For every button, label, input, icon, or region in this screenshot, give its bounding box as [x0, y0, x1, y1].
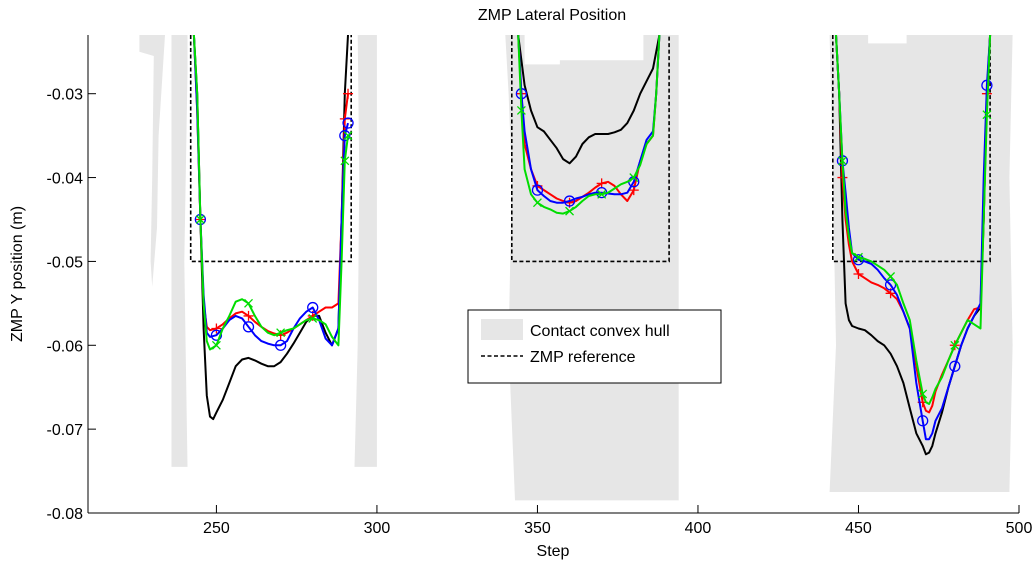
data-point-4-2-14 — [597, 189, 607, 199]
series-layer — [192, 35, 993, 456]
data-point-4-2-19 — [629, 173, 639, 183]
series-x-4 — [192, 35, 992, 405]
y-tick-label-2: -0.06 — [47, 338, 84, 355]
x-tick-label-250: 250 — [203, 520, 230, 537]
x-tick-label-400: 400 — [685, 520, 712, 537]
x-tick-label-500: 500 — [1006, 520, 1033, 537]
data-point-2-3-6 — [853, 269, 864, 279]
chart-title: ZMP Lateral Position — [478, 7, 626, 24]
data-point-4-3-16 — [918, 389, 928, 399]
data-point-4-1-27 — [340, 156, 350, 166]
data-point-3-2-9 — [563, 195, 576, 207]
legend-label-reference: ZMP reference — [530, 349, 636, 366]
zmp-reference-segment-1 — [189, 35, 353, 263]
data-point-4-1-6 — [211, 340, 221, 350]
data-point-3-3-23 — [949, 360, 961, 372]
data-point-4-3-23 — [950, 340, 960, 350]
data-point-3-1-27 — [339, 129, 351, 142]
series-line-2-1 — [192, 35, 349, 337]
data-point-3-3-16 — [917, 415, 929, 427]
data-point-4-1-11 — [244, 298, 253, 308]
series-line-4-3 — [835, 35, 992, 405]
y-axis-label: ZMP Y position (m) — [9, 206, 26, 342]
data-point-4-2-4 — [532, 198, 542, 208]
data-point-4-1-28 — [343, 131, 353, 141]
data-point-2-1-6 — [211, 323, 222, 334]
y-tick-label-1: -0.07 — [47, 422, 84, 439]
data-point-4-2-9 — [565, 206, 575, 216]
data-point-3-1-28 — [342, 117, 354, 129]
data-point-4-2-1 — [516, 106, 526, 115]
zmp-reference-segment-2 — [510, 35, 670, 263]
y-tick-label-5: -0.03 — [47, 87, 84, 104]
data-point-3-3-11 — [884, 279, 897, 291]
data-point-2-1-28 — [343, 88, 354, 99]
hull-layer — [139, 35, 1013, 501]
data-point-3-1-11 — [242, 321, 255, 333]
x-tick-label-300: 300 — [364, 520, 391, 537]
series-line-1-1 — [192, 35, 349, 421]
x-tick-label-450: 450 — [845, 520, 872, 537]
series-line-3-2 — [517, 35, 661, 204]
data-point-4-1-16 — [276, 328, 286, 338]
data-point-4-3-11 — [886, 272, 896, 281]
legend-swatch-hull — [481, 319, 523, 340]
data-point-2-1-11 — [243, 310, 254, 321]
data-point-4-3-2 — [837, 156, 847, 166]
contact-hull-region-3 — [829, 35, 1013, 492]
data-point-3-3-6 — [852, 254, 865, 266]
y-tick-label-4: -0.04 — [47, 171, 84, 188]
contact-hull-region-2 — [505, 35, 679, 501]
data-point-3-2-4 — [531, 184, 544, 196]
x-axis-label: Step — [537, 543, 570, 560]
legend-label-hull: Contact convex hull — [530, 323, 670, 340]
legend: Contact convex hull ZMP reference — [467, 309, 722, 384]
data-point-3-1-16 — [274, 339, 287, 351]
reference-layer — [189, 35, 991, 263]
data-point-4-3-29 — [982, 110, 992, 120]
data-point-2-2-14 — [596, 178, 607, 189]
x-tick-label-350: 350 — [524, 520, 551, 537]
y-tick-label-0: -0.08 — [47, 506, 84, 523]
series-line-3-1 — [192, 35, 349, 347]
data-point-3-1-6 — [210, 329, 223, 341]
data-point-4-1-21 — [308, 313, 318, 323]
zmp-reference-segment-3 — [831, 35, 991, 263]
data-point-4-3-6 — [854, 252, 863, 262]
data-point-3-1-21 — [307, 301, 319, 314]
series-line-1-2 — [517, 35, 661, 165]
series-line-4-1 — [192, 35, 349, 351]
data-point-4-1-2 — [195, 215, 205, 224]
axes-layer: 250 300 350 400 450 500 -0.08 -0.07 -0.06 -0.05 -0… — [47, 35, 1033, 537]
y-tick-label-3: -0.05 — [47, 254, 84, 271]
